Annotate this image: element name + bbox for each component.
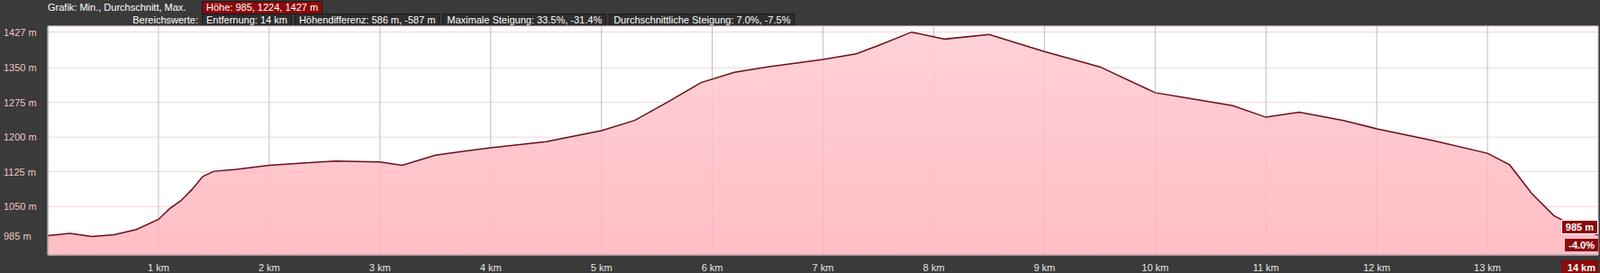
html-text:Höhendifferenz: 586 m, -587 m: Höhendifferenz: 586 m, -587 m [299, 13, 436, 25]
svg-text:1 km: 1 km [147, 262, 170, 273]
svg-text:4 km: 4 km [480, 262, 502, 273]
svg-text:7 km: 7 km [812, 262, 835, 273]
html-text:Durchschnittliche Steigung: 7.: Durchschnittliche Steigung: 7.0%, -7.5% [613, 13, 791, 25]
svg-text:1200 m: 1200 m [7, 131, 37, 143]
svg-text:1275 m: 1275 m [7, 97, 37, 109]
html-text:-4.0%: -4.0% [1568, 239, 1595, 251]
svg-text:1125 m: 1125 m [7, 166, 37, 178]
svg-text:11 km: 11 km [1253, 262, 1280, 273]
html-text:Entfernung: 14 km: Entfernung: 14 km [206, 13, 288, 25]
svg-text:1427 m: 1427 m [7, 27, 37, 38]
svg-text:3 km: 3 km [369, 262, 391, 273]
svg-text:985 m: 985 m [7, 230, 32, 242]
svg-text:12 km: 12 km [1363, 262, 1391, 273]
svg-text:9 km: 9 km [1033, 262, 1055, 273]
html-text:Maximale Steigung: 33.5%, -31.: Maximale Steigung: 33.5%, -31.4% [447, 13, 602, 25]
svg-text:6 km: 6 km [701, 262, 724, 273]
html-text:985 m: 985 m [1565, 221, 1594, 233]
svg-text:5 km: 5 km [590, 262, 613, 273]
svg-text:2 km: 2 km [258, 262, 281, 273]
html-text:Höhe: 985, 1224, 1427 m: Höhe: 985, 1224, 1427 m [206, 1, 319, 13]
svg-text:1050 m: 1050 m [7, 200, 37, 212]
svg-text:13 km: 13 km [1473, 262, 1501, 273]
svg-text:8 km: 8 km [923, 262, 946, 273]
svg-text:14 km: 14 km [1567, 262, 1593, 273]
svg-text:10 km: 10 km [1141, 262, 1169, 273]
html-text:Grafik: Min., Durchschnitt, Ma: Grafik: Min., Durchschnitt, Max. [47, 1, 186, 13]
svg-text:1350 m: 1350 m [7, 62, 37, 73]
html-text:Bereichswerte:: Bereichswerte: [132, 14, 199, 26]
